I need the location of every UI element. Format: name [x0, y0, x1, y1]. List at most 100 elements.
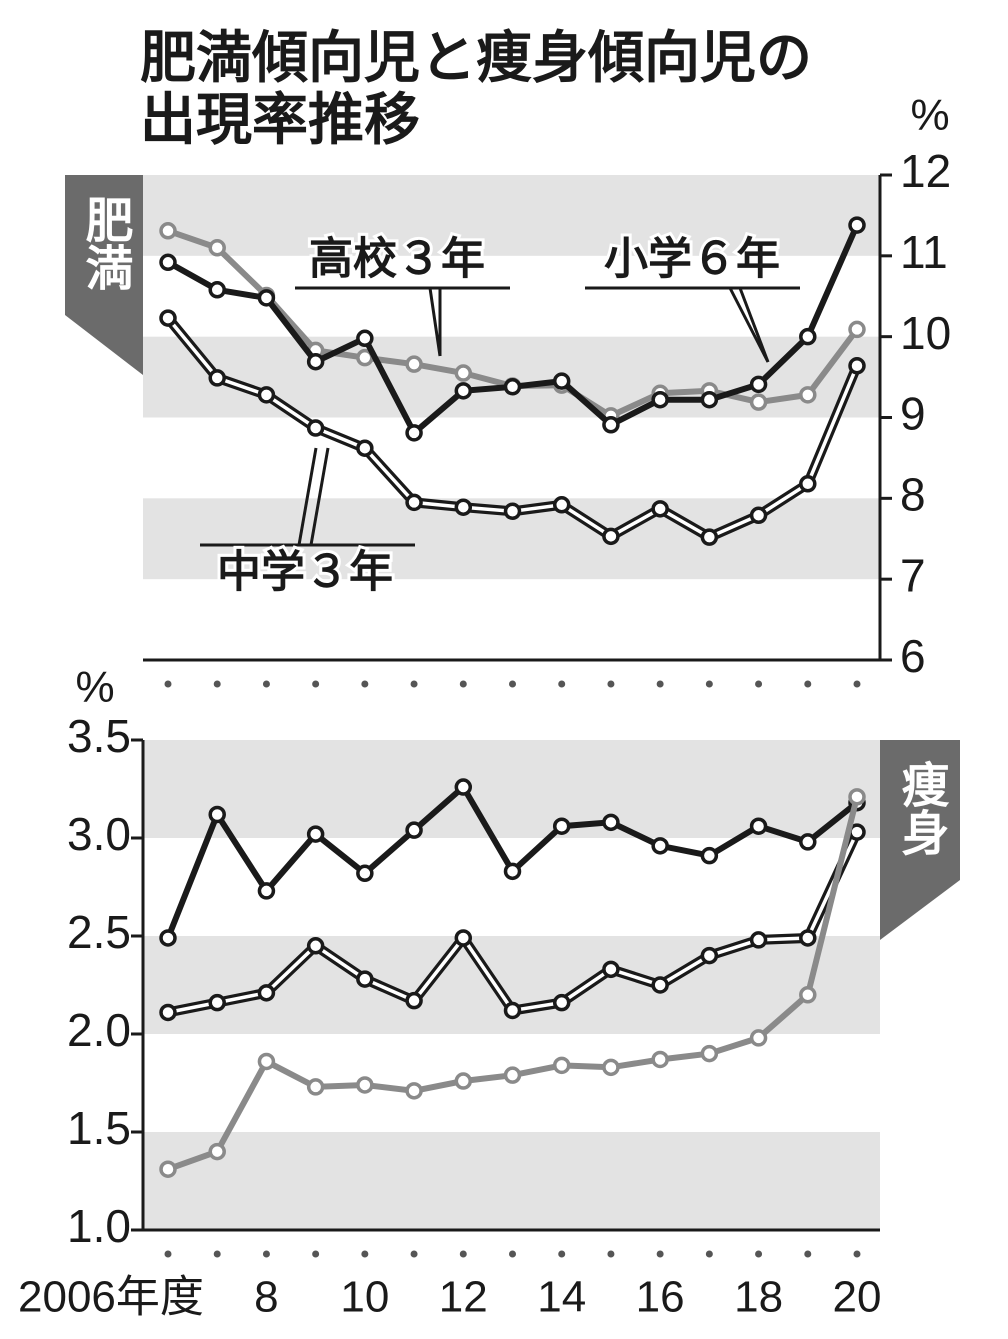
data-point	[454, 929, 473, 947]
x-tick-dot	[509, 680, 516, 688]
data-point	[552, 496, 571, 514]
y-unit: %	[75, 663, 114, 712]
panel-label: 肥満	[78, 195, 134, 291]
data-point	[306, 937, 325, 955]
y-tick-label: 8	[900, 468, 926, 520]
series-label: 小学６年	[604, 234, 780, 285]
x-tick-dot	[410, 680, 418, 688]
y-tick-label: 3.0	[67, 808, 131, 860]
plot: 1.0 1.5 2.0 2.5 3.0 3.5% 2006年度 8 10 12 14 16 18 20 痩身	[18, 663, 960, 1322]
grid-band	[143, 1132, 880, 1230]
data-point	[848, 788, 866, 806]
x-tick-dot	[361, 680, 369, 688]
x-tick-dot	[262, 680, 270, 688]
data-point	[208, 369, 226, 387]
label-pointer	[728, 287, 770, 363]
data-point	[552, 372, 571, 390]
x-tick-dot	[558, 680, 566, 688]
x-tick-dot	[755, 680, 763, 688]
grid-band	[143, 740, 880, 838]
x-tick-dot	[459, 1250, 467, 1258]
y-tick-label: 2.0	[67, 1004, 131, 1056]
data-point	[454, 1072, 473, 1090]
data-point	[799, 929, 817, 947]
data-point	[405, 821, 423, 839]
x-tick-label: 12	[439, 1273, 488, 1322]
x-tick-dot	[804, 1250, 812, 1258]
x-tick-dot	[656, 1250, 664, 1258]
x-tick-dot	[213, 1250, 221, 1258]
y-tick-label: 11	[900, 226, 948, 278]
data-point	[749, 1029, 768, 1047]
data-point	[257, 289, 276, 307]
data-point	[356, 864, 374, 883]
data-point	[306, 419, 325, 437]
data-point	[749, 931, 768, 949]
y-tick-label: 12	[900, 145, 951, 197]
data-point	[602, 1058, 620, 1077]
y-tick-label: 3.5	[67, 710, 131, 762]
data-point	[700, 946, 719, 965]
series-label-group: 小学６年	[585, 231, 800, 363]
data-point	[257, 386, 276, 404]
series-label: 中学３年	[217, 547, 393, 598]
data-point	[159, 222, 177, 240]
data-point	[503, 378, 522, 396]
x-tick-label: 10	[340, 1273, 389, 1322]
data-point	[356, 439, 374, 457]
series-label-group: 高校３年	[295, 231, 510, 357]
grid-band	[143, 175, 880, 256]
data-point	[700, 846, 719, 865]
x-tick-dot	[459, 680, 467, 688]
data-point	[503, 1001, 522, 1020]
data-point	[208, 805, 226, 824]
data-point	[454, 778, 473, 796]
data-point	[208, 239, 226, 257]
data-point	[454, 382, 473, 400]
data-point	[503, 502, 522, 521]
data-point	[454, 498, 473, 516]
data-point	[208, 993, 226, 1012]
data-point	[454, 364, 473, 382]
data-point	[700, 528, 719, 546]
data-point	[306, 1078, 325, 1096]
plot: 6 7 8 9 10 11 12% 肥満	[65, 91, 951, 688]
data-point	[602, 527, 620, 546]
data-point	[602, 416, 620, 434]
data-point	[208, 281, 226, 299]
y-tick-label: 2.5	[67, 906, 131, 958]
x-tick-dot	[853, 1250, 861, 1258]
data-point	[405, 493, 423, 512]
data-point	[159, 1003, 177, 1022]
panel-tab	[880, 740, 960, 940]
data-point	[848, 357, 866, 375]
y-tick-label: 6	[900, 630, 926, 682]
x-tick-dot	[853, 680, 861, 688]
data-point	[503, 862, 522, 881]
data-point	[749, 375, 768, 394]
x-tick-dot	[804, 680, 812, 688]
panel-tab	[65, 175, 143, 375]
data-point	[552, 817, 571, 835]
x-tick-label: 14	[537, 1273, 586, 1322]
data-point	[799, 986, 817, 1004]
x-tick-dot	[361, 1250, 369, 1258]
x-tick-dot	[509, 1250, 516, 1258]
data-point	[700, 390, 719, 409]
data-point	[208, 1142, 226, 1161]
data-point	[651, 390, 669, 409]
x-tick-label: 18	[734, 1273, 783, 1322]
label-pointer	[428, 287, 442, 357]
x-tick-dot	[164, 1250, 172, 1258]
data-point	[602, 813, 620, 832]
data-point	[257, 1052, 276, 1071]
y-tick-label: 1.0	[67, 1200, 131, 1252]
data-point	[651, 976, 669, 994]
data-point	[405, 355, 423, 373]
x-tick-dot	[656, 680, 664, 688]
data-point	[356, 329, 374, 348]
panel-label: 痩身	[894, 760, 950, 856]
series-label-group: 中学３年	[200, 447, 415, 601]
data-point	[503, 1066, 522, 1084]
